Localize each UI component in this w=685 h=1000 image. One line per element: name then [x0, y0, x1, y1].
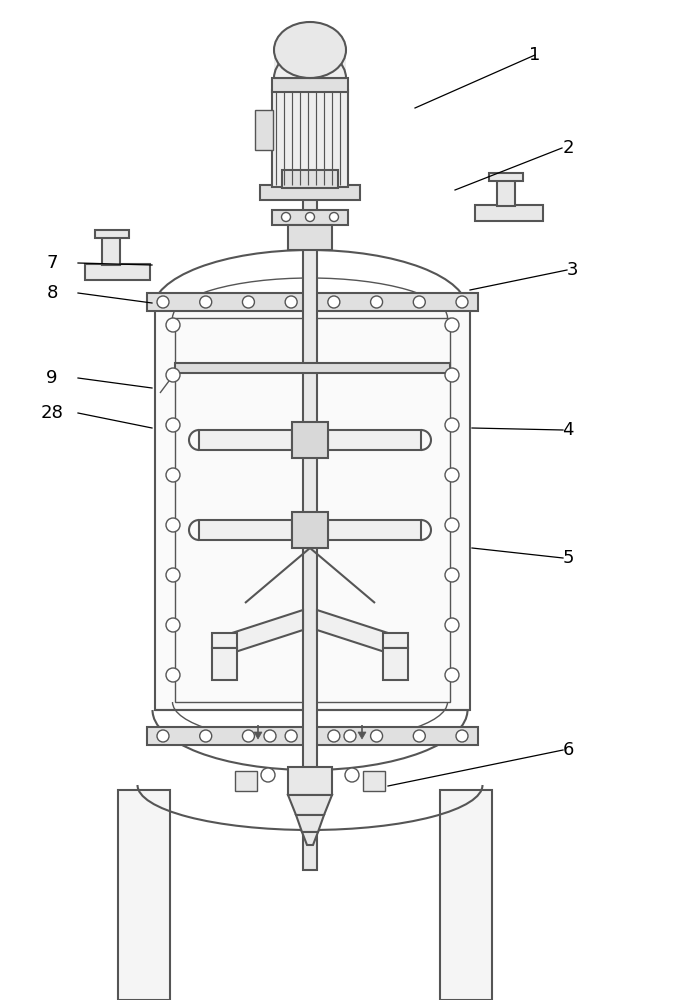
Text: 4: 4: [562, 421, 574, 439]
Text: 1: 1: [530, 46, 540, 64]
Circle shape: [166, 518, 180, 532]
Bar: [282, 170, 338, 188]
Circle shape: [456, 730, 468, 742]
Bar: [102, 237, 120, 265]
Circle shape: [166, 368, 180, 382]
Text: 6: 6: [562, 741, 573, 759]
Bar: [199, 430, 292, 450]
Circle shape: [345, 768, 359, 782]
Circle shape: [445, 418, 459, 432]
Bar: [292, 512, 328, 548]
Polygon shape: [212, 648, 237, 680]
Bar: [497, 178, 515, 206]
Polygon shape: [288, 795, 332, 815]
Circle shape: [445, 618, 459, 632]
Circle shape: [157, 296, 169, 308]
Text: 9: 9: [47, 369, 58, 387]
Circle shape: [328, 296, 340, 308]
Polygon shape: [302, 832, 318, 845]
Circle shape: [344, 730, 356, 742]
Text: 8: 8: [47, 284, 58, 302]
Bar: [85, 264, 150, 280]
Circle shape: [329, 213, 338, 222]
Bar: [155, 310, 470, 710]
Text: 7: 7: [47, 254, 58, 272]
Bar: [199, 520, 292, 540]
Circle shape: [413, 730, 425, 742]
Circle shape: [456, 296, 468, 308]
Bar: [489, 173, 523, 181]
Bar: [475, 205, 543, 221]
Bar: [303, 185, 317, 870]
Bar: [272, 210, 348, 225]
Bar: [260, 185, 360, 200]
Circle shape: [242, 296, 254, 308]
Circle shape: [285, 296, 297, 308]
Bar: [328, 430, 421, 450]
Bar: [147, 293, 478, 311]
Circle shape: [166, 468, 180, 482]
Bar: [118, 790, 170, 1000]
Circle shape: [445, 518, 459, 532]
Bar: [272, 90, 348, 187]
Bar: [175, 318, 450, 702]
Text: 3: 3: [566, 261, 577, 279]
Polygon shape: [232, 610, 303, 653]
Polygon shape: [212, 633, 237, 648]
Polygon shape: [358, 732, 366, 739]
Circle shape: [445, 568, 459, 582]
Circle shape: [445, 368, 459, 382]
Circle shape: [242, 730, 254, 742]
Polygon shape: [296, 815, 324, 832]
Polygon shape: [383, 648, 408, 680]
Circle shape: [285, 730, 297, 742]
Bar: [292, 422, 328, 458]
Circle shape: [166, 318, 180, 332]
Circle shape: [445, 668, 459, 682]
Text: 28: 28: [40, 404, 64, 422]
Circle shape: [445, 468, 459, 482]
Circle shape: [166, 668, 180, 682]
Polygon shape: [383, 633, 408, 648]
Circle shape: [306, 213, 314, 222]
Text: 5: 5: [562, 549, 574, 567]
Bar: [272, 78, 348, 92]
Bar: [235, 771, 257, 791]
Polygon shape: [254, 732, 262, 739]
Circle shape: [166, 568, 180, 582]
Polygon shape: [317, 610, 388, 653]
Bar: [363, 771, 385, 791]
Circle shape: [166, 618, 180, 632]
Circle shape: [328, 730, 340, 742]
Circle shape: [200, 296, 212, 308]
Circle shape: [282, 213, 290, 222]
Circle shape: [371, 730, 382, 742]
Circle shape: [264, 730, 276, 742]
Circle shape: [371, 296, 382, 308]
Polygon shape: [274, 50, 346, 78]
Circle shape: [445, 318, 459, 332]
Circle shape: [413, 296, 425, 308]
Bar: [255, 110, 273, 150]
Ellipse shape: [274, 22, 346, 78]
Circle shape: [200, 730, 212, 742]
Bar: [288, 767, 332, 795]
Circle shape: [261, 768, 275, 782]
Bar: [95, 230, 129, 238]
Circle shape: [157, 730, 169, 742]
Bar: [147, 727, 478, 745]
Bar: [328, 520, 421, 540]
Bar: [288, 225, 332, 250]
Bar: [175, 363, 450, 373]
Circle shape: [166, 418, 180, 432]
Bar: [440, 790, 492, 1000]
Text: 2: 2: [562, 139, 574, 157]
